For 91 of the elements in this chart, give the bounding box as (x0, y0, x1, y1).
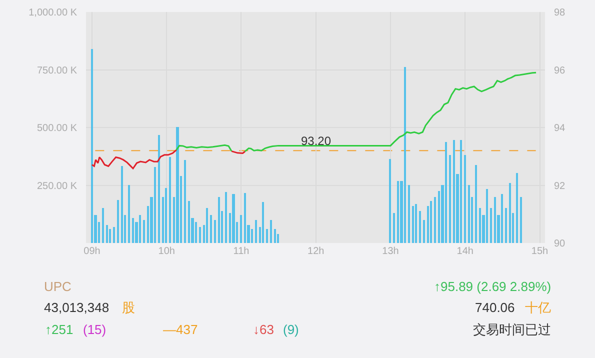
bar (404, 67, 406, 243)
bar (486, 189, 488, 243)
bar (139, 215, 141, 243)
bar (270, 220, 272, 243)
bar (121, 166, 123, 243)
bar (91, 49, 93, 243)
bar (516, 173, 518, 243)
bar (218, 197, 220, 243)
text: (15) (83, 322, 106, 337)
y2-tick-label: 92 (554, 180, 566, 192)
bar (188, 201, 190, 243)
bar (274, 229, 276, 243)
bar (232, 194, 235, 243)
bar (240, 215, 242, 243)
x-tick-label: 09h (84, 246, 100, 257)
bar (266, 229, 268, 243)
text: ↑251 (45, 322, 74, 337)
bar (494, 197, 496, 243)
bar (102, 208, 104, 243)
bar (199, 227, 201, 243)
text: 43,013,348 (44, 300, 110, 315)
text: 交易时间已过 (473, 322, 551, 337)
x-tick-label: 14h (456, 246, 474, 257)
text: ↑95.89 (2.69 2.89%) (434, 279, 552, 294)
bar (412, 206, 414, 243)
bar (143, 220, 145, 243)
bar (397, 181, 399, 243)
bar (389, 159, 391, 243)
bar (505, 208, 507, 243)
bar (176, 127, 179, 243)
bar (165, 188, 167, 243)
bar (244, 193, 246, 243)
x-tick-label: 12h (308, 246, 324, 257)
bar (445, 142, 447, 243)
bar (460, 140, 462, 243)
bar (225, 192, 227, 243)
y2-tick-label: 94 (554, 123, 566, 134)
ref-line-label: 93.20 (301, 134, 332, 148)
y2-tick-label: 90 (554, 238, 566, 250)
y-tick-label: 750.00 K (36, 65, 78, 76)
bar (262, 202, 264, 243)
x-tick-label: 15h (531, 246, 548, 257)
bar (490, 208, 492, 243)
y-tick-label: 250.00 K (36, 180, 78, 192)
text: 股 (122, 300, 135, 315)
text: ↓63 (253, 322, 274, 337)
bar (154, 167, 156, 243)
y-tick-label: 1,000.00 K (28, 8, 78, 18)
bar (419, 211, 421, 243)
text: 十亿 (525, 300, 551, 315)
text: 740.06 (475, 300, 515, 315)
bar (464, 155, 466, 243)
x-tick-label: 10h (158, 246, 175, 257)
line-series (91, 149, 178, 170)
x-tick-label: 11h (233, 246, 250, 257)
bar (158, 135, 160, 243)
bar (169, 157, 171, 243)
bar (113, 227, 115, 243)
y2-tick-label: 98 (554, 8, 566, 18)
bar (106, 225, 108, 243)
bar (449, 155, 451, 243)
bar (214, 220, 216, 243)
bar (408, 185, 410, 243)
bar (475, 165, 477, 243)
bar (509, 183, 511, 243)
bar (255, 220, 257, 243)
y2-tick-label: 96 (554, 65, 566, 76)
y-tick-label: 500.00 K (36, 123, 78, 134)
bar (430, 201, 432, 243)
bar (117, 200, 119, 243)
bar (206, 208, 208, 243)
text: (9) (283, 322, 299, 337)
bar (109, 229, 111, 243)
text: —437 (163, 322, 198, 337)
bar (479, 208, 481, 243)
bar (132, 218, 134, 243)
bar (423, 220, 425, 243)
bar (184, 160, 186, 243)
text: UPC (44, 279, 72, 294)
bar (468, 185, 470, 243)
bar (251, 229, 253, 243)
bar (195, 222, 197, 243)
bar (415, 204, 417, 243)
bar (453, 140, 455, 243)
bar (210, 215, 212, 243)
bar (128, 185, 130, 243)
bar (393, 213, 395, 243)
x-tick-label: 13h (382, 246, 399, 257)
bar (520, 197, 522, 243)
bar (501, 194, 503, 243)
bar (434, 197, 436, 243)
